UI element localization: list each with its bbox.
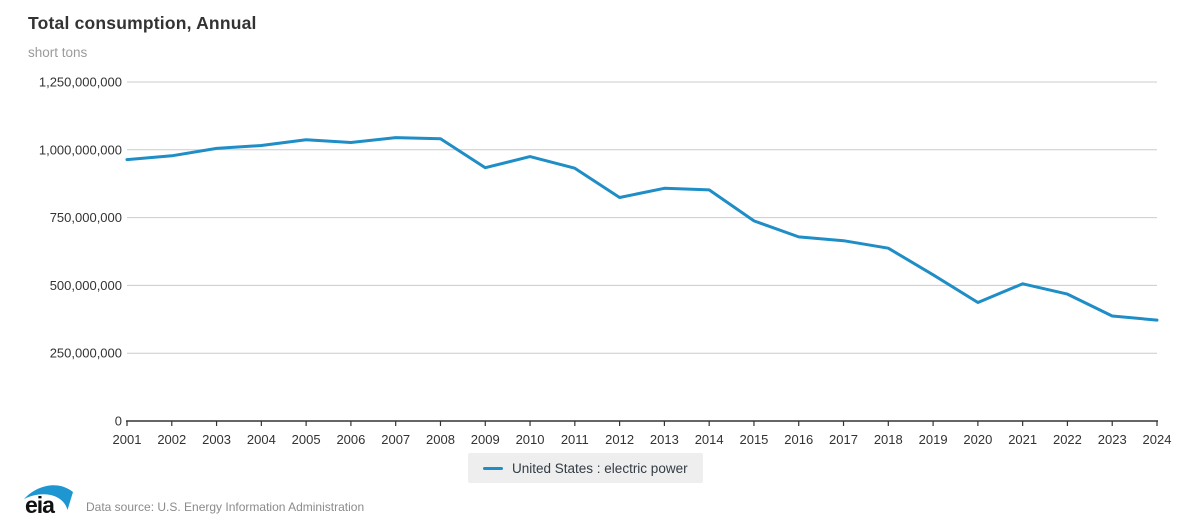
x-axis-tick-label: 2006 [336, 432, 365, 447]
x-axis-tick-label: 2023 [1098, 432, 1127, 447]
x-axis-tick-label: 2005 [292, 432, 321, 447]
x-axis-tick-label: 2017 [829, 432, 858, 447]
x-axis-tick-label: 2002 [157, 432, 186, 447]
legend: United States : electric power [468, 453, 703, 483]
x-axis-tick-label: 2004 [247, 432, 276, 447]
series-line-united-states-electric-power[interactable] [125, 136, 1159, 322]
x-axis-tick-label: 2022 [1053, 432, 1082, 447]
x-axis-tick-label: 2011 [561, 432, 589, 447]
chart-title: Total consumption, Annual [28, 13, 257, 33]
legend-series-marker [483, 466, 503, 470]
x-axis-tick-label: 2016 [784, 432, 813, 447]
data-source-text: Data source: U.S. Energy Information Adm… [86, 500, 365, 514]
eia-logo-swoosh-icon [24, 485, 73, 510]
x-axis-tick-label: 2018 [874, 432, 903, 447]
y-axis-tick-label: 1,250,000,000 [39, 75, 122, 90]
x-axis-tick-label: 2009 [471, 432, 500, 447]
x-axis-tick-label: 2020 [963, 432, 992, 447]
x-axis-tick-label: 2010 [516, 432, 545, 447]
y-axis-tick-label: 0 [115, 414, 122, 429]
x-axis-tick-label: 2014 [695, 432, 724, 447]
y-axis-tick-label: 500,000,000 [50, 278, 122, 293]
y-axis-unit-label: short tons [28, 45, 88, 60]
x-axis-tick-label: 2008 [426, 432, 455, 447]
x-axis-tick-label: 2003 [202, 432, 231, 447]
x-axis-tick-label: 2015 [739, 432, 768, 447]
legend-item-united-states-electric-power[interactable]: United States : electric power [512, 460, 688, 476]
x-axis-tick-label: 2012 [605, 432, 634, 447]
x-axis-tick-label: 2021 [1008, 432, 1037, 447]
x-axis-tick-label: 2007 [381, 432, 410, 447]
x-axis-tick-label: 2001 [113, 432, 142, 447]
x-axis-tick-label: 2019 [919, 432, 948, 447]
x-axis-tick-label: 2024 [1143, 432, 1172, 447]
y-axis-tick-label: 250,000,000 [50, 346, 122, 361]
y-axis-tick-label: 1,000,000,000 [39, 142, 122, 157]
eia-logo: eia [24, 485, 73, 518]
y-axis-tick-label: 750,000,000 [50, 210, 122, 225]
x-axis-tick-label: 2013 [650, 432, 679, 447]
